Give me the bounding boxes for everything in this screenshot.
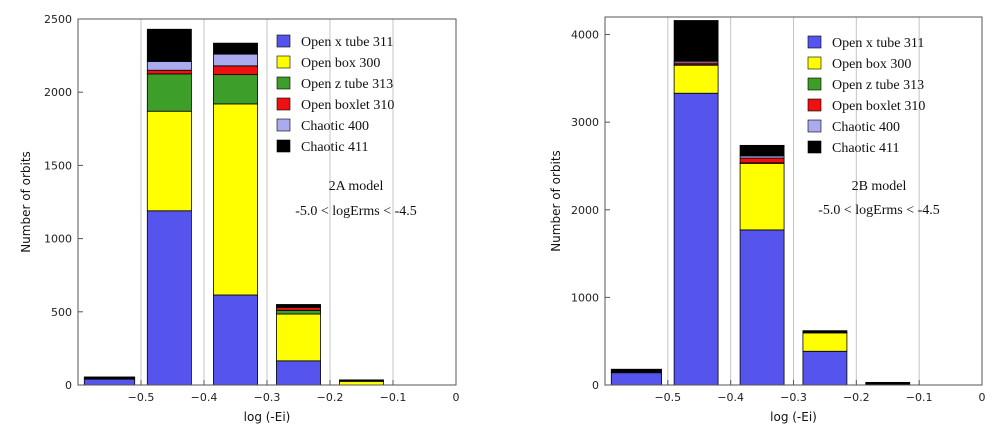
x-tick-label: 0 <box>979 391 986 404</box>
bar-segment <box>213 294 258 386</box>
x-tick-label: −0.4 <box>717 391 744 404</box>
x-tick-label: −0.1 <box>906 391 933 404</box>
legend-label: Open z tube 313 <box>301 77 393 92</box>
bar-segment <box>610 372 662 386</box>
legend-swatch <box>807 35 822 49</box>
legend-label: Chaotic 411 <box>301 140 369 155</box>
y-tick-label: 2500 <box>44 13 72 26</box>
bar-segment <box>83 376 136 380</box>
bar-segment <box>610 368 662 374</box>
legend-label: Open x tube 311 <box>832 36 924 51</box>
x-tick-label: −0.5 <box>654 391 681 404</box>
bar-segment <box>802 350 848 386</box>
legend-label: Open x tube 311 <box>301 35 393 50</box>
x-tick-label: −0.5 <box>128 391 155 404</box>
bar-segment <box>739 162 785 231</box>
bar-segment <box>802 330 848 333</box>
bar-segment <box>213 65 258 76</box>
x-tick-label: −0.1 <box>380 391 407 404</box>
model-annotation: -5.0 < logErms < -4.5 <box>818 203 940 218</box>
legend-swatch <box>276 97 291 111</box>
legend-label: Open box 300 <box>301 56 380 71</box>
y-tick-label: 2000 <box>571 204 599 217</box>
legend-swatch <box>807 140 822 154</box>
x-tick-label: 0 <box>453 391 460 404</box>
bar-segment <box>146 61 192 71</box>
x-tick-label: −0.4 <box>191 391 218 404</box>
y-tick-label: 0 <box>592 379 599 392</box>
chart-2: −0.5 −0.4 −0.3 −0.2 −0.1 0 0 1000 2000 3000 4000 lo… <box>549 16 986 424</box>
x-tick-label: −0.3 <box>780 391 807 404</box>
bar-segment <box>146 210 192 386</box>
x-tick-label: −0.2 <box>843 391 870 404</box>
bar-segment <box>146 69 192 75</box>
bar-segment <box>276 313 321 362</box>
bar-segment <box>739 229 785 386</box>
chart-1: −0.5 −0.4 −0.3 −0.2 −0.1 0 0 500 1000 1500 2000 250… <box>19 13 460 424</box>
bar-segment <box>673 92 719 386</box>
legend-label: Open boxlet 310 <box>832 99 925 114</box>
y-tick-label: 1500 <box>44 159 72 172</box>
bar-segment <box>739 157 785 164</box>
legend-swatch <box>807 56 822 70</box>
y-tick-label: 2000 <box>44 86 72 99</box>
x-axis-label: log (-Ei) <box>244 410 291 424</box>
bar-segment <box>276 360 321 386</box>
legend-swatch <box>276 34 291 48</box>
y-axis-label: Number of orbits <box>549 150 563 252</box>
model-annotation: 2B model <box>852 179 907 194</box>
y-tick-label: 3000 <box>571 116 599 129</box>
x-axis-label: log (-Ei) <box>770 410 817 424</box>
bar-segment <box>802 332 848 352</box>
bar-segment <box>83 378 136 386</box>
bar-segment <box>276 309 321 315</box>
legend-label: Open z tube 313 <box>832 78 924 93</box>
bar-segment <box>146 110 192 212</box>
bar-segment <box>146 73 192 112</box>
legend-swatch <box>807 119 822 133</box>
bar-segment <box>213 103 258 296</box>
y-tick-label: 0 <box>65 379 72 392</box>
legend-swatch <box>276 55 291 69</box>
bar-segment <box>213 74 258 105</box>
x-tick-label: −0.2 <box>317 391 344 404</box>
bar-segment <box>339 380 384 386</box>
bar-segment <box>213 53 258 67</box>
bar-segment <box>673 64 719 94</box>
y-axis-label: Number of orbits <box>19 151 33 253</box>
bar-segment <box>146 28 192 62</box>
bar-segment <box>213 42 258 55</box>
bar-segment <box>276 304 321 308</box>
y-tick-label: 1000 <box>44 233 72 246</box>
bar-segment <box>339 379 384 382</box>
y-tick-label: 4000 <box>571 29 599 42</box>
legend-label: Open boxlet 310 <box>301 98 394 113</box>
legend-swatch <box>276 76 291 90</box>
legend-swatch <box>276 139 291 153</box>
bar-segment <box>739 144 785 157</box>
model-annotation: 2A model <box>329 179 384 194</box>
model-annotation: -5.0 < logErms < -4.5 <box>295 204 417 219</box>
legend-label: Chaotic 400 <box>832 120 900 135</box>
legend-label: Chaotic 411 <box>832 141 900 156</box>
legend-label: Chaotic 400 <box>301 119 369 134</box>
bar-segment <box>673 20 719 62</box>
y-tick-label: 500 <box>51 306 72 319</box>
x-tick-label: −0.3 <box>254 391 281 404</box>
legend-label: Open box 300 <box>832 57 911 72</box>
legend-swatch <box>807 77 822 91</box>
y-tick-label: 1000 <box>571 291 599 304</box>
bar-segment <box>276 307 321 311</box>
legend-swatch <box>276 118 291 132</box>
legend-swatch <box>807 98 822 112</box>
